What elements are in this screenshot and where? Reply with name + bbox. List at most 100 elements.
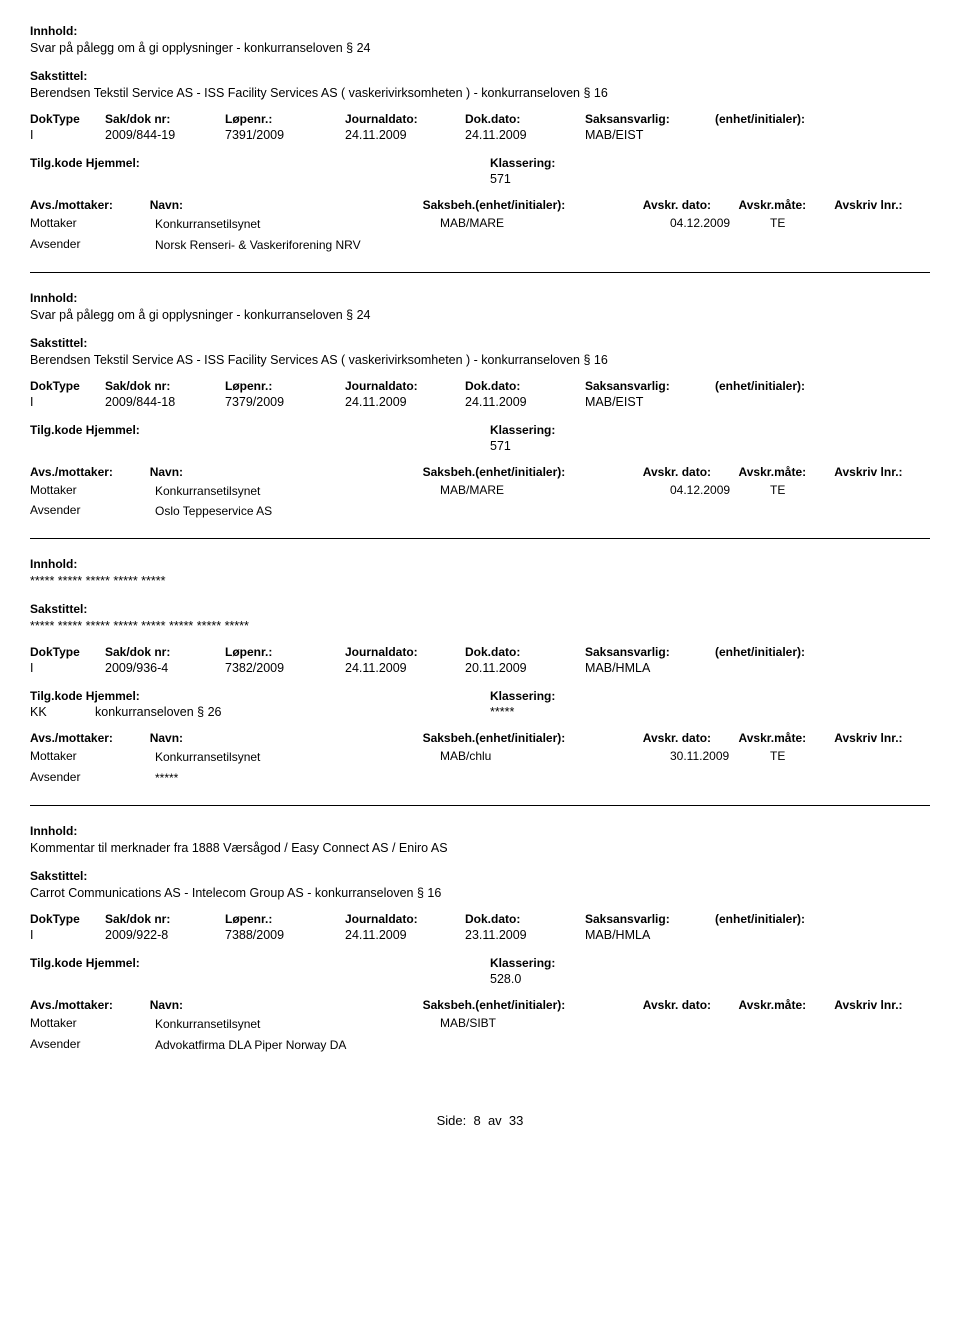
col-saksansvarlig: Saksansvarlig:MAB/EIST	[585, 112, 715, 142]
sakdok-header: Sak/dok nr:	[105, 912, 225, 926]
innhold-label: Innhold:	[30, 557, 930, 571]
tilgkode-label: Tilg.kode	[30, 956, 82, 970]
tilgkode-label: Tilg.kode	[30, 423, 82, 437]
col-journaldato: Journaldato:24.11.2009	[345, 379, 465, 409]
tilg-left: Tilg.kode Hjemmel:	[30, 423, 490, 437]
dokdato-value: 24.11.2009	[465, 395, 585, 409]
page-footer: Side: 8 av 33	[30, 1113, 930, 1128]
klassering-label: Klassering:	[490, 423, 555, 437]
sakstittel-value: ***** ***** ***** ***** ***** ***** ****…	[30, 619, 930, 633]
party-row: MottakerKonkurransetilsynetMAB/MARE04.12…	[30, 216, 930, 233]
hjemmel-label: Hjemmel:	[82, 156, 139, 170]
meta-row: DokType ISak/dok nr:2009/844-18Løpenr.: 73…	[30, 379, 930, 409]
innhold-label: Innhold:	[30, 24, 930, 38]
dokdato-value: 20.11.2009	[465, 661, 585, 675]
avskrmate-label: Avskr.måte:	[739, 198, 835, 212]
col-doktype: DokType I	[30, 112, 105, 142]
record-separator	[30, 272, 930, 273]
party-name: Konkurransetilsynet	[155, 1016, 440, 1033]
sakstittel-value: Berendsen Tekstil Service AS - ISS Facil…	[30, 353, 930, 367]
col-lopenr: Løpenr.:7388/2009	[225, 912, 345, 942]
col-dokdato: Dok.dato:23.11.2009	[465, 912, 585, 942]
col-dokdato: Dok.dato: 20.11.2009	[465, 645, 585, 675]
enhet-header: (enhet/initialer):	[715, 645, 865, 659]
party-name: Konkurransetilsynet	[155, 749, 440, 766]
journal-page: Innhold: Svar på pålegg om å gi opplysnin…	[30, 24, 930, 1053]
saksansvarlig-header: Saksansvarlig:	[585, 645, 715, 659]
journaldato-header: Journaldato:	[345, 912, 465, 926]
saksansvarlig-value: MAB/HMLA	[585, 661, 715, 675]
party-saksbeh: MAB/MARE	[440, 216, 670, 230]
col-enhet: (enhet/initialer):	[715, 379, 865, 395]
col-lopenr: Løpenr.:7391/2009	[225, 112, 345, 142]
navn-label: Navn:	[150, 465, 423, 479]
sakdok-header: Sak/dok nr:	[105, 379, 225, 393]
party-row: AvsenderOslo Teppeservice AS	[30, 503, 930, 520]
journal-record: Innhold:Kommentar til merknader fra 1888…	[30, 824, 930, 1054]
doktype-value: I	[30, 395, 105, 409]
tilg-klassering-row: Tilg.kode Hjemmel:Klassering:528.0	[30, 956, 930, 986]
party-avskrmate: TE	[770, 216, 870, 230]
party-name: Norsk Renseri- & Vaskeriforening NRV	[155, 237, 440, 254]
saksansvarlig-value: MAB/HMLA	[585, 928, 715, 942]
party-role: Avsender	[30, 1037, 155, 1051]
tilg-hjemmel-value: KKkonkurranseloven § 26	[30, 705, 490, 719]
journaldato-value: 24.11.2009	[345, 395, 465, 409]
party-row: MottakerKonkurransetilsynetMAB/SIBT	[30, 1016, 930, 1033]
journal-record: Innhold:***** ***** ***** ***** *****Sak…	[30, 557, 930, 787]
klassering-value: *****	[490, 705, 555, 719]
tilg-klassering-row: Tilg.kode Hjemmel:Klassering:571	[30, 156, 930, 186]
klassering-block: Klassering:*****	[490, 689, 555, 719]
col-journaldato: Journaldato:24.11.2009	[345, 112, 465, 142]
saksansvarlig-header: Saksansvarlig:	[585, 379, 715, 393]
party-row: AvsenderNorsk Renseri- & Vaskeriforening…	[30, 237, 930, 254]
saksbeh-label: Saksbeh.(enhet/initialer):	[423, 465, 643, 479]
navn-label: Navn:	[150, 998, 423, 1012]
avskrivlnr-label: Avskriv lnr.:	[834, 198, 930, 212]
doktype-header: DokType	[30, 379, 105, 393]
doktype-value: I	[30, 128, 105, 142]
journaldato-value: 24.11.2009	[345, 128, 465, 142]
tilgkode-hjemmel-header: Tilg.kode Hjemmel:	[30, 956, 490, 970]
col-lopenr: Løpenr.:7382/2009	[225, 645, 345, 675]
avskrmate-label: Avskr.måte:	[739, 731, 835, 745]
party-role: Avsender	[30, 770, 155, 784]
saksbeh-label: Saksbeh.(enhet/initialer):	[423, 731, 643, 745]
footer-sep: av	[488, 1113, 502, 1128]
lopenr-header: Løpenr.:	[225, 112, 345, 126]
tilgkode-label: Tilg.kode	[30, 156, 82, 170]
sakstittel-label: Sakstittel:	[30, 69, 930, 83]
col-dokdato: Dok.dato:24.11.2009	[465, 379, 585, 409]
dokdato-header: Dok.dato:	[465, 645, 585, 659]
footer-total: 33	[509, 1113, 523, 1128]
party-role: Avsender	[30, 237, 155, 251]
enhet-header: (enhet/initialer):	[715, 112, 865, 126]
col-saksansvarlig: Saksansvarlig: MAB/HMLA	[585, 645, 715, 675]
doktype-value: I	[30, 928, 105, 942]
innhold-value: Svar på pålegg om å gi opplysninger - ko…	[30, 41, 930, 55]
doktype-header: DokType	[30, 112, 105, 126]
avsmottaker-label: Avs./mottaker:	[30, 465, 150, 479]
footer-prefix: Side:	[437, 1113, 467, 1128]
col-dokdato: Dok.dato:24.11.2009	[465, 112, 585, 142]
col-sakdok: Sak/dok nr:2009/844-18	[105, 379, 225, 409]
party-name: Konkurransetilsynet	[155, 483, 440, 500]
tilg-klassering-row: Tilg.kode Hjemmel:KKkonkurranseloven § 2…	[30, 689, 930, 719]
tilgkode-value: KK	[30, 705, 95, 719]
avsmottaker-label: Avs./mottaker:	[30, 998, 150, 1012]
party-row: MottakerKonkurransetilsynetMAB/chlu30.11…	[30, 749, 930, 766]
dokdato-value: 24.11.2009	[465, 128, 585, 142]
col-enhet: (enhet/initialer):	[715, 912, 865, 928]
lopenr-header: Løpenr.:	[225, 379, 345, 393]
dokdato-header: Dok.dato:	[465, 912, 585, 926]
meta-row: DokTypeISak/dok nr:2009/922-8Løpenr.:738…	[30, 912, 930, 942]
sakdok-value: 2009/936-4	[105, 661, 225, 675]
party-role: Mottaker	[30, 216, 155, 230]
party-avskrdato: 04.12.2009	[670, 483, 770, 497]
klassering-label: Klassering:	[490, 156, 555, 170]
col-doktype: DokTypeI	[30, 912, 105, 942]
innhold-label: Innhold:	[30, 291, 930, 305]
tilg-klassering-row: Tilg.kode Hjemmel:Klassering:571	[30, 423, 930, 453]
col-doktype: DokType I	[30, 379, 105, 409]
lopenr-value: 7379/2009	[225, 395, 345, 409]
